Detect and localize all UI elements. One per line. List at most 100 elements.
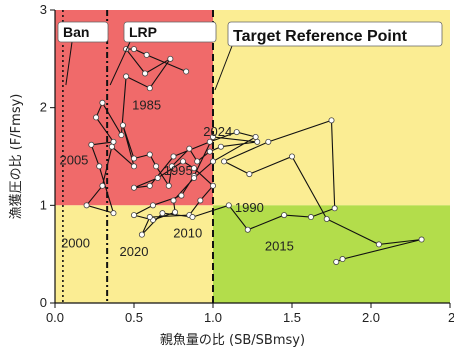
label-box-lrp (123, 21, 217, 43)
leader-line-target-reference-point (214, 45, 233, 91)
data-point (130, 184, 137, 191)
data-point (233, 129, 240, 136)
data-point (130, 46, 137, 53)
data-point (130, 212, 137, 219)
data-point (328, 117, 335, 124)
y-tick-label: 1 (40, 197, 47, 212)
data-point (146, 151, 153, 158)
data-point (146, 214, 153, 221)
data-point (209, 158, 216, 165)
data-point (138, 231, 145, 238)
data-point (153, 163, 160, 170)
data-point (170, 153, 177, 160)
data-point (323, 216, 330, 223)
data-point (149, 202, 156, 209)
zone-low-biomass-low-fishing (55, 205, 213, 303)
label-lrp: LRP (129, 24, 157, 40)
x-tick-label: 2.0 (362, 310, 380, 325)
year-label-2005: 2005 (59, 152, 88, 167)
data-point (246, 171, 253, 178)
data-point (194, 158, 201, 165)
y-tick-label: 0 (40, 295, 47, 310)
data-point (221, 158, 228, 165)
data-point (179, 158, 186, 165)
trajectory-layer (83, 46, 425, 265)
data-point (186, 145, 193, 152)
data-point (96, 163, 103, 170)
data-point (333, 258, 340, 265)
data-point (288, 153, 295, 160)
data-point (307, 214, 314, 221)
data-point (339, 256, 346, 263)
data-point (130, 155, 137, 162)
x-axis-title: 親魚量の比 (SB/SBmsy) (160, 333, 305, 348)
data-point (265, 138, 272, 145)
leader-line-lrp (109, 41, 131, 86)
label-ban: Ban (63, 24, 89, 40)
data-point (146, 85, 153, 92)
reference-labels-layer: Ban LRP Target Reference Point (57, 21, 443, 91)
year-label-2015: 2015 (265, 238, 294, 253)
data-point (191, 165, 198, 172)
y-tick-label: 3 (40, 2, 47, 17)
label-target-reference-point: Target Reference Point (233, 28, 408, 45)
data-point (119, 122, 126, 129)
year-label-2000: 2000 (61, 235, 90, 250)
data-point (281, 212, 288, 219)
year-label-1995: 1995 (164, 163, 193, 178)
leader-line-ban (65, 41, 73, 86)
data-point (143, 51, 150, 58)
data-point (88, 141, 95, 148)
data-point (142, 70, 149, 77)
data-point (146, 182, 153, 189)
year-label-1990: 1990 (235, 200, 264, 215)
data-point (118, 132, 125, 139)
data-point (217, 143, 224, 150)
data-point (225, 202, 232, 209)
data-point (209, 182, 216, 189)
data-point (197, 197, 204, 204)
data-point (93, 114, 100, 121)
data-point (244, 226, 251, 233)
data-point (108, 143, 115, 150)
data-point (110, 210, 117, 217)
data-point (154, 174, 161, 181)
year-label-2010: 2010 (173, 226, 202, 241)
zone-high-biomass-low-fishing (213, 205, 450, 303)
data-point (130, 163, 137, 170)
x-tick-label: 1.0 (204, 310, 222, 325)
zones-layer (55, 10, 450, 303)
year-labels-layer: 1985 2005 2024 1995 1990 2000 2010 2020 2015 (59, 98, 294, 259)
data-point (167, 55, 174, 62)
y-tick-label: 2 (40, 100, 47, 115)
data-point (206, 148, 213, 155)
data-point (375, 241, 382, 248)
y-axis-title: 漁獲圧の比 (F/Fmsy) (9, 94, 24, 220)
data-point (110, 138, 117, 145)
data-point (209, 133, 216, 140)
data-point (99, 182, 106, 189)
data-point (206, 138, 213, 145)
x-tick-label: 0.0 (46, 310, 64, 325)
data-point (418, 236, 425, 243)
data-point (254, 138, 261, 145)
data-point (183, 68, 190, 75)
label-box-ban (57, 21, 109, 43)
x-tick-label: 1.5 (283, 310, 301, 325)
data-point (252, 133, 259, 140)
year-label-2024: 2024 (203, 124, 232, 139)
data-point (123, 73, 130, 80)
data-point (331, 205, 338, 212)
data-point (178, 192, 185, 199)
data-point (170, 197, 177, 204)
reference-lines-layer (62, 10, 214, 303)
data-point (168, 163, 175, 170)
data-point (191, 174, 198, 181)
data-point (165, 182, 172, 189)
data-point (172, 209, 179, 216)
x-tick-label: 2. (448, 310, 454, 325)
data-point (99, 99, 106, 106)
data-point (83, 202, 90, 209)
